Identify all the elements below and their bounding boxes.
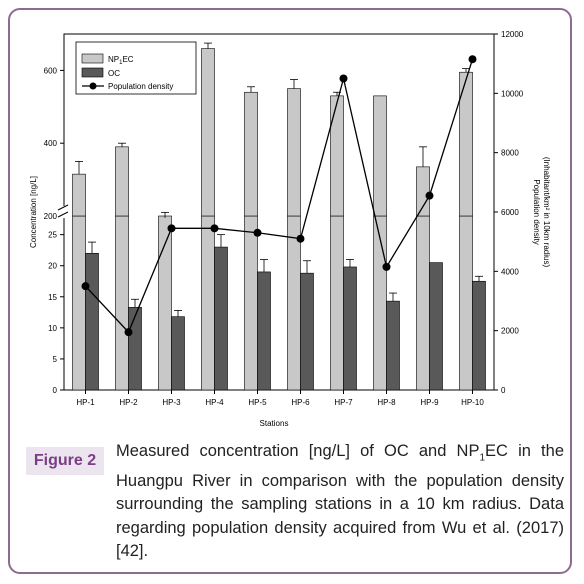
np1ec-bar-lower bbox=[201, 215, 215, 391]
oc-bar bbox=[300, 272, 314, 391]
y-upper-tick-label: 600 bbox=[44, 66, 58, 75]
x-tick-label: HP-7 bbox=[334, 398, 353, 407]
np1ec-bar-upper bbox=[330, 95, 344, 217]
np1ec-bar-upper bbox=[201, 48, 215, 217]
x-axis-ticks: HP-1 HP-2 HP-3 HP-4 HP-5 HP-6 HP-7 HP-8 HP-9 HP-1… bbox=[76, 390, 484, 407]
x-axis-title: Stations bbox=[260, 419, 289, 428]
np1ec-bar-upper bbox=[416, 166, 430, 217]
y-lower-tick-label: 20 bbox=[48, 262, 57, 271]
y-lower-tick-label: 15 bbox=[48, 293, 57, 302]
y-lower-tick-label: 5 bbox=[53, 355, 58, 364]
axis-break-slash bbox=[57, 204, 69, 211]
x-tick-label: HP-9 bbox=[420, 398, 439, 407]
x-tick-label: HP-4 bbox=[205, 398, 224, 407]
population-density-point bbox=[296, 234, 305, 243]
caption-part-2: EC in the Huangpu River in comparison wi… bbox=[116, 442, 564, 561]
population-density-point bbox=[382, 262, 391, 271]
population-density-point bbox=[253, 228, 262, 237]
legend-swatch-marker bbox=[89, 82, 97, 90]
y-axis-title: Concentration [ng/L] bbox=[29, 176, 38, 248]
y-axis-lower-ticks: 0 5 10 15 20 25 bbox=[48, 231, 64, 395]
x-tick-label: HP-6 bbox=[291, 398, 310, 407]
np1ec-bar-upper bbox=[244, 91, 258, 217]
y2-axis-title-line2: (Inhabitant/km² in 10km radius) bbox=[542, 157, 551, 268]
x-tick-label: HP-10 bbox=[461, 398, 484, 407]
axis-break-slash bbox=[57, 211, 69, 218]
np1ec-bar-lower bbox=[72, 215, 86, 391]
x-tick-label: HP-2 bbox=[119, 398, 138, 407]
oc-bar bbox=[128, 307, 142, 391]
population-density-point bbox=[210, 224, 219, 233]
legend: NP1EC OC Population density bbox=[75, 41, 197, 95]
np1ec-bar-lower bbox=[373, 215, 387, 391]
x-tick-label: HP-8 bbox=[377, 398, 396, 407]
np1ec-bar-lower bbox=[244, 215, 258, 391]
population-density-series bbox=[81, 55, 477, 337]
figure-label: Figure 2 bbox=[26, 447, 104, 475]
oc-bar bbox=[343, 266, 357, 391]
population-density-point bbox=[167, 224, 176, 233]
legend-label-population: Population density bbox=[108, 82, 173, 91]
y2-axis-ticks: 0 2000 4000 6000 8000 10000 12000 bbox=[494, 30, 524, 395]
y-axis-upper-ticks: 200 400 600 bbox=[44, 66, 64, 221]
legend-swatch-np1ec bbox=[81, 53, 104, 64]
np1ec-bar-upper bbox=[72, 173, 86, 217]
population-density-point bbox=[425, 191, 434, 200]
legend-swatch-oc bbox=[81, 67, 104, 78]
legend-subscript: 1 bbox=[119, 60, 123, 66]
oc-bar bbox=[171, 316, 185, 391]
y2-axis-title-line1: Population density bbox=[532, 179, 541, 244]
np1ec-bar-lower bbox=[416, 215, 430, 391]
oc-bar bbox=[85, 252, 99, 391]
y2-tick-label: 4000 bbox=[501, 267, 519, 276]
y2-tick-label: 12000 bbox=[501, 30, 524, 39]
oc-bar bbox=[214, 246, 228, 391]
y2-tick-label: 8000 bbox=[501, 149, 519, 158]
np1ec-bar-upper bbox=[373, 95, 387, 217]
x-tick-label: HP-3 bbox=[162, 398, 181, 407]
x-tick-label: HP-5 bbox=[248, 398, 267, 407]
np1ec-bar-lower bbox=[459, 215, 473, 391]
oc-bar bbox=[429, 262, 443, 391]
figure-caption: Measured concentration [ng/L] of OC and … bbox=[116, 440, 564, 564]
population-density-point bbox=[339, 74, 348, 83]
caption-part-1: Measured concentration [ng/L] of OC and … bbox=[116, 442, 480, 460]
legend-label-oc: OC bbox=[108, 69, 120, 78]
np1ec-bar-upper bbox=[115, 146, 129, 217]
population-density-point bbox=[468, 55, 477, 64]
y2-tick-label: 2000 bbox=[501, 327, 519, 336]
x-tick-label: HP-1 bbox=[76, 398, 95, 407]
y2-tick-label: 0 bbox=[501, 386, 506, 395]
bars bbox=[72, 42, 486, 391]
y-lower-tick-label: 0 bbox=[53, 386, 58, 395]
legend-label-np1ec: NP1EC bbox=[108, 55, 134, 66]
population-density-line bbox=[85, 59, 474, 334]
y-lower-tick-label: 10 bbox=[48, 324, 57, 333]
oc-bar bbox=[472, 280, 486, 391]
oc-bar bbox=[386, 300, 400, 391]
y-upper-tick-label: 200 bbox=[44, 212, 58, 221]
oc-bar bbox=[257, 271, 271, 391]
y-upper-tick-label: 400 bbox=[44, 139, 58, 148]
y-lower-tick-label: 25 bbox=[48, 231, 57, 240]
legend-text: EC bbox=[122, 55, 133, 64]
axis-break-mark bbox=[57, 204, 70, 218]
caption-subscript: 1 bbox=[479, 452, 486, 464]
np1ec-bar-upper bbox=[287, 88, 301, 217]
population-density-point bbox=[81, 282, 90, 291]
y2-tick-label: 6000 bbox=[501, 208, 519, 217]
np1ec-bar-lower bbox=[330, 215, 344, 391]
np1ec-bar-lower bbox=[115, 215, 129, 391]
population-density-point bbox=[124, 328, 133, 337]
y2-tick-label: 10000 bbox=[501, 89, 524, 98]
np1ec-bar-lower bbox=[158, 215, 172, 391]
